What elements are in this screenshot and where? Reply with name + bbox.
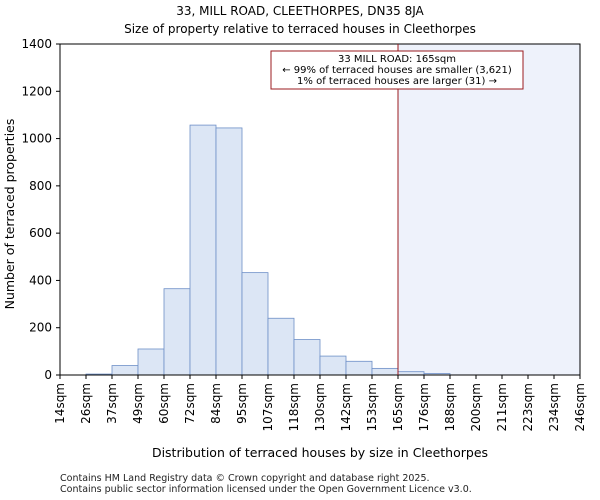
x-tick-label: 84sqm [209,383,223,424]
x-tick-label: 223sqm [521,383,535,431]
annotation-line-2: ← 99% of terraced houses are smaller (3,… [282,65,512,76]
x-axis-label: Distribution of terraced houses by size … [152,445,488,460]
x-tick-label: 211sqm [495,383,509,431]
y-tick-label: 1200 [21,84,52,98]
bar-37sqm [111,365,139,376]
y-tick-label: 800 [29,179,52,193]
bar-118sqm [293,339,321,376]
bar-95sqm [241,272,269,376]
x-tick-label: 188sqm [443,383,457,431]
x-tick-label: 153sqm [365,383,379,431]
x-tick-label: 60sqm [157,383,171,424]
x-tick-label: 142sqm [339,383,353,431]
bar-142sqm [345,360,373,376]
y-tick-label: 0 [44,368,52,382]
x-tick-label: 130sqm [313,383,327,431]
annotation-line-3: 1% of terraced houses are larger (31) → [297,76,497,87]
bar-153sqm [371,367,399,376]
x-tick-label: 246sqm [573,383,587,431]
annotation-box [270,50,524,90]
x-tick-label: 107sqm [261,383,275,431]
bar-107sqm [267,317,295,376]
footer-line-2: Contains public sector information licen… [60,484,472,495]
y-tick-label: 1400 [21,37,52,51]
x-tick-label: 72sqm [183,383,197,424]
footer-line-1: Contains HM Land Registry data © Crown c… [60,473,430,484]
bar-130sqm [319,355,347,376]
chart-title: 33, MILL ROAD, CLEETHORPES, DN35 8JA [176,4,424,18]
x-tick-label: 26sqm [79,383,93,424]
x-tick-label: 200sqm [469,383,483,431]
y-tick-label: 1000 [21,132,52,146]
x-tick-label: 95sqm [235,383,249,424]
bar-72sqm [189,124,217,376]
x-tick-label: 234sqm [547,383,561,431]
x-tick-label: 14sqm [53,383,67,424]
bar-60sqm [163,288,191,376]
y-tick-label: 400 [29,273,52,287]
x-tick-label: 37sqm [105,383,119,424]
annotation-line-1: 33 MILL ROAD: 165sqm [338,54,456,65]
x-tick-label: 165sqm [391,383,405,431]
larger-region-highlight [398,44,580,375]
chart-subtitle: Size of property relative to terraced ho… [124,22,476,36]
y-tick-label: 600 [29,226,52,240]
x-tick-label: 49sqm [131,383,145,424]
x-tick-label: 176sqm [417,383,431,431]
bar-49sqm [137,348,165,376]
bar-84sqm [215,127,243,376]
y-tick-label: 200 [29,321,52,335]
x-tick-label: 118sqm [287,383,301,431]
y-axis-label: Number of terraced properties [2,119,17,310]
